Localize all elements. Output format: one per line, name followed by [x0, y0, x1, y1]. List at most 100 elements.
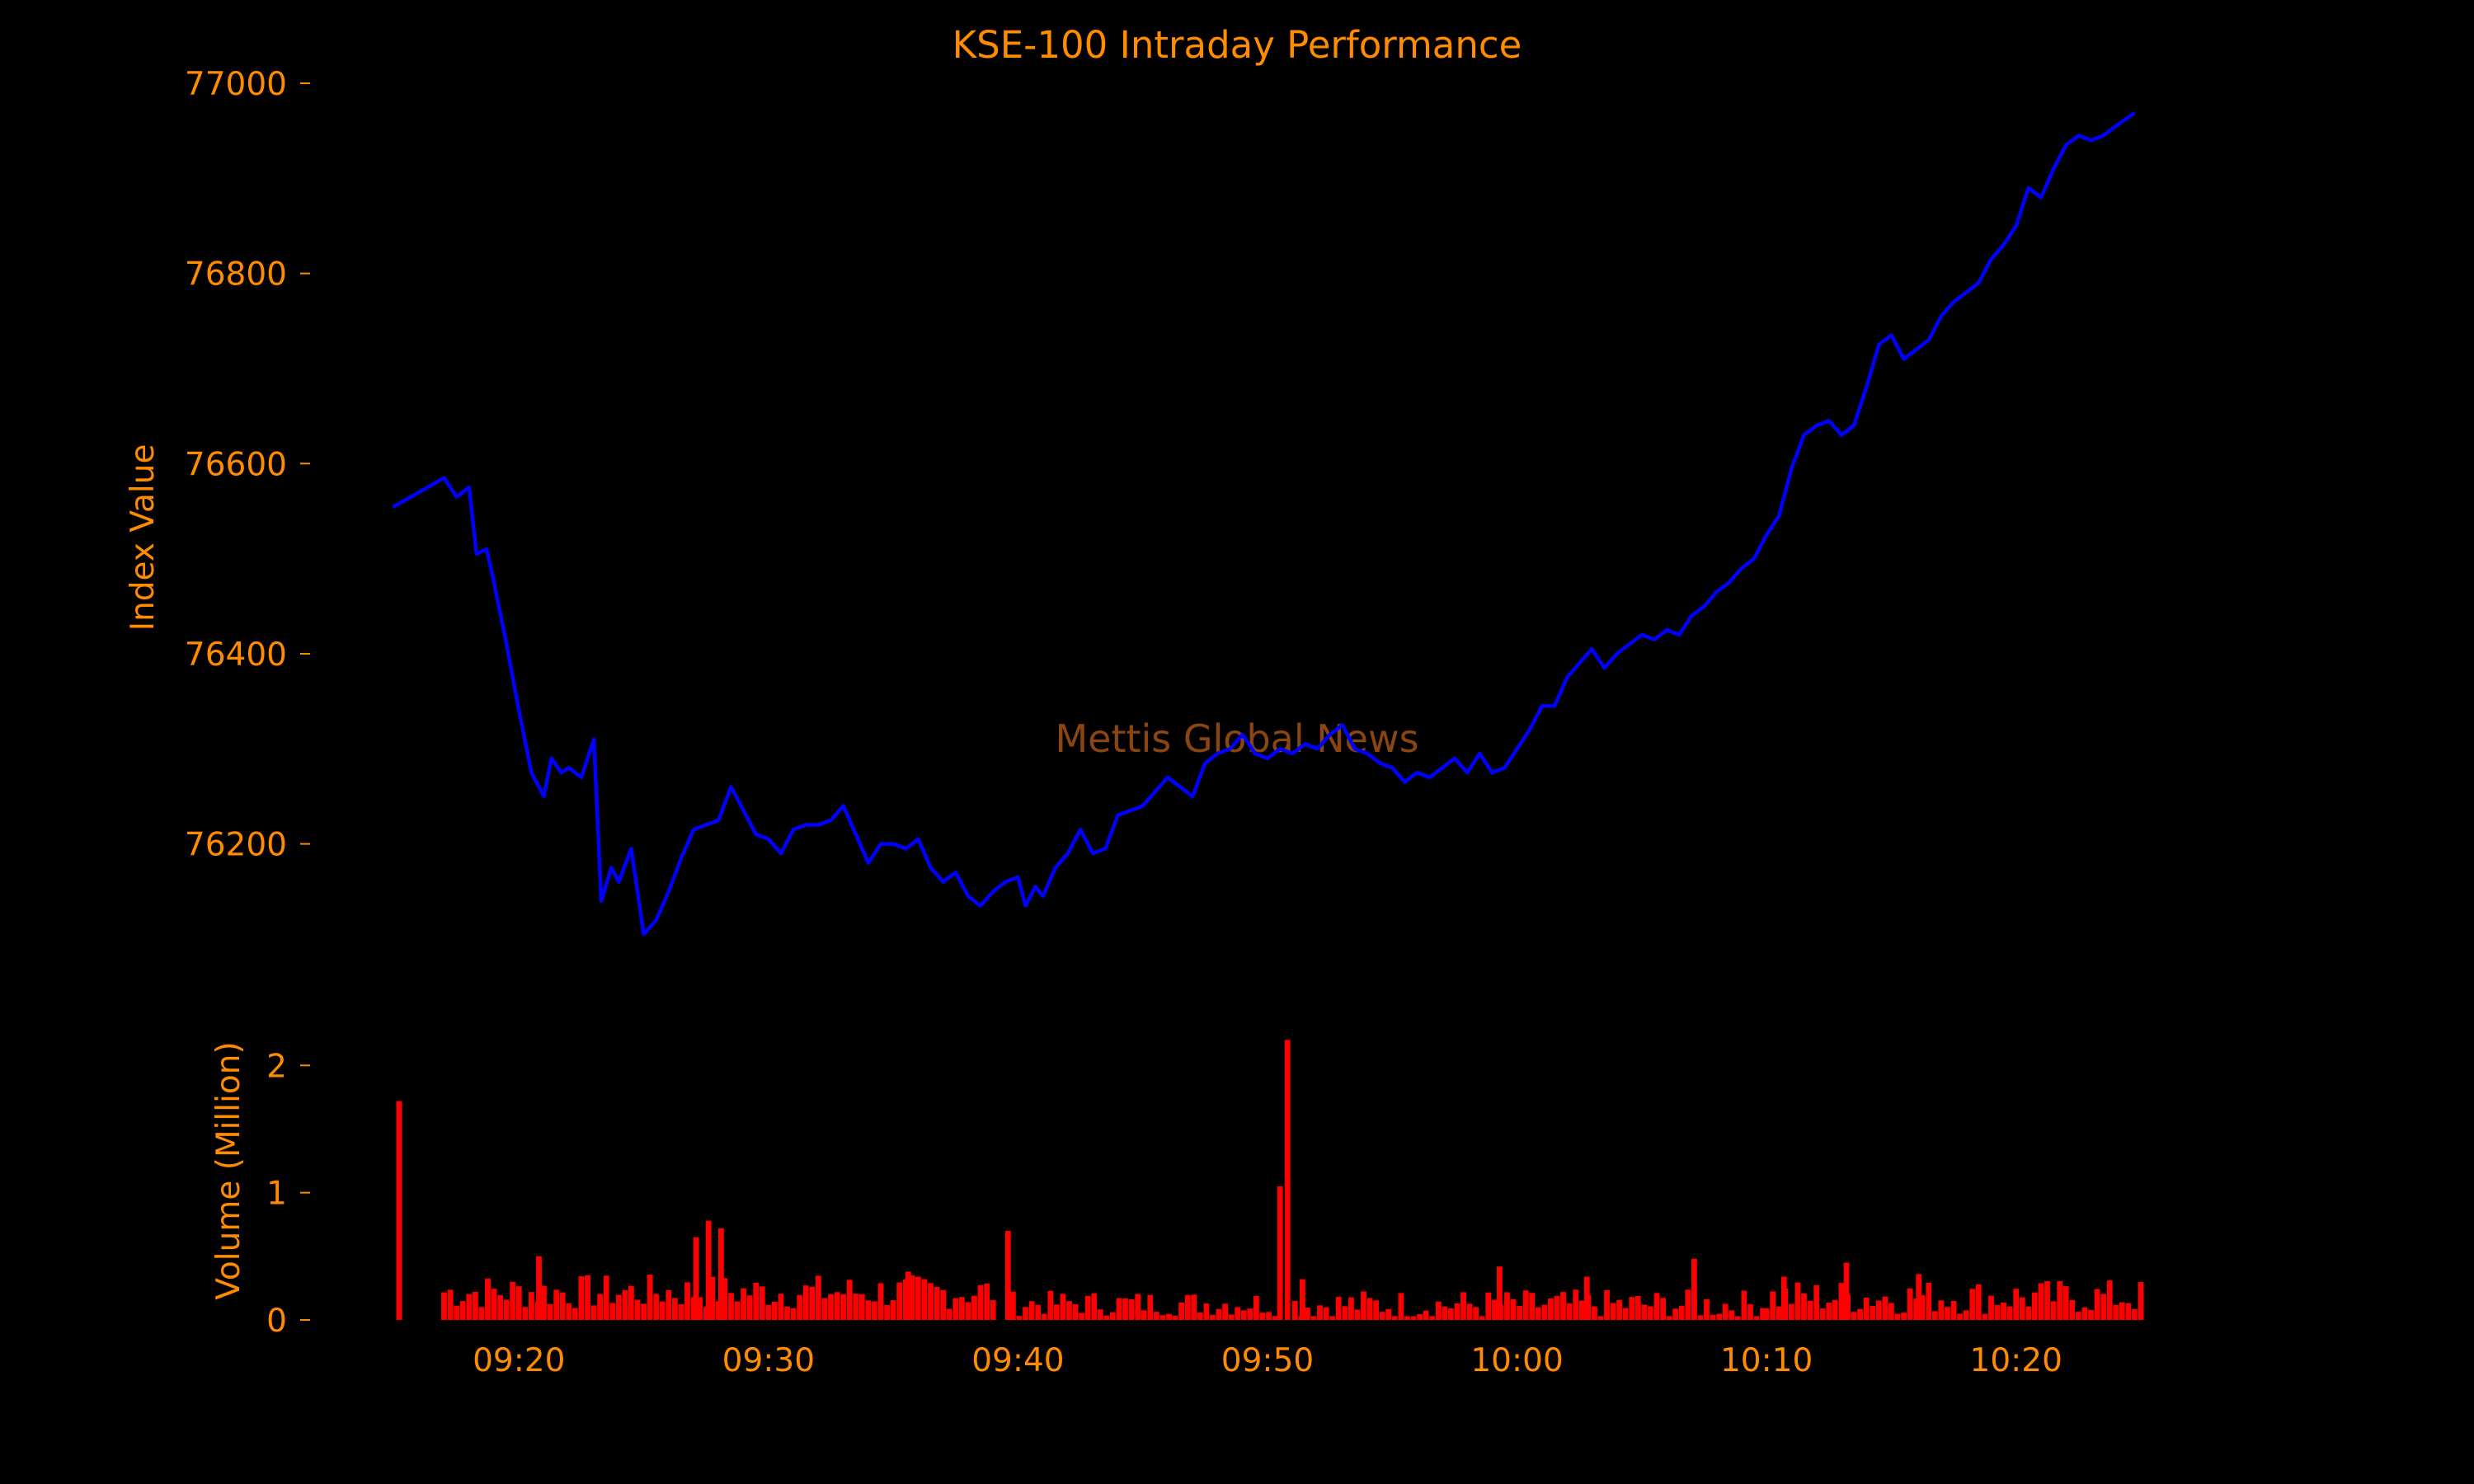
volume-bar	[772, 1302, 778, 1320]
volume-bar	[1616, 1299, 1622, 1320]
volume-bar	[454, 1305, 459, 1320]
volume-bar	[1035, 1304, 1041, 1320]
volume-bar-peak	[1004, 1231, 1011, 1320]
volume-bar	[2125, 1303, 2132, 1320]
volume-bar-peak	[1780, 1276, 1787, 1320]
volume-bar	[1901, 1313, 1907, 1320]
volume-bar	[1391, 1316, 1398, 1320]
volume-bar	[1629, 1297, 1635, 1320]
volume-bar	[828, 1294, 834, 1320]
volume-bar	[1191, 1294, 1197, 1320]
volume-bar	[1710, 1314, 1716, 1320]
volume-bar	[1888, 1303, 1894, 1320]
volume-bar	[2062, 1286, 2069, 1320]
volume-bar	[1819, 1308, 1826, 1320]
volume-bar	[2132, 1308, 2138, 1320]
volume-bar	[1041, 1313, 1047, 1320]
volume-bar	[1429, 1316, 1436, 1320]
volume-bar	[1704, 1298, 1710, 1320]
volume-bar	[1079, 1313, 1084, 1320]
volume-bar	[909, 1275, 915, 1320]
volume-bar	[2113, 1304, 2119, 1320]
volume-bar	[541, 1285, 547, 1320]
volume-bar	[778, 1294, 784, 1320]
volume-bar	[1141, 1310, 1147, 1320]
time-tick-label: 09:20	[473, 1342, 565, 1379]
volume-bar	[1379, 1312, 1385, 1320]
volume-bar	[952, 1298, 959, 1320]
time-tick-label: 09:40	[971, 1342, 1064, 1379]
volume-bar	[1597, 1316, 1604, 1320]
volume-bar	[1776, 1306, 1782, 1320]
volume-bar	[1722, 1303, 1729, 1320]
volume-bar	[684, 1282, 690, 1320]
volume-bar	[1789, 1303, 1794, 1320]
volume-bar	[547, 1303, 553, 1320]
volume-bar	[2032, 1292, 2038, 1320]
price-tick-label: 77000	[185, 66, 287, 103]
volume-bar	[478, 1307, 485, 1320]
volume-bar	[1945, 1307, 1950, 1320]
volume-bar	[697, 1297, 703, 1320]
volume-bar-peak	[1916, 1274, 1922, 1320]
volume-bar	[1932, 1311, 1938, 1320]
volume-bar	[1291, 1300, 1298, 1320]
volume-bar	[1247, 1308, 1253, 1320]
volume-bar	[877, 1283, 884, 1320]
volume-bar	[2006, 1306, 2013, 1320]
volume-bar	[1023, 1307, 1028, 1320]
volume-bar	[2019, 1297, 2025, 1320]
volume-bar	[1770, 1291, 1776, 1320]
volume-bar	[921, 1279, 928, 1320]
volume-bar	[846, 1280, 853, 1320]
volume-bar-peak	[1277, 1186, 1283, 1320]
volume-bar	[1253, 1296, 1259, 1320]
price-axis-title: Index Value	[125, 444, 162, 632]
volume-bar	[2025, 1306, 2032, 1320]
volume-bar	[1203, 1303, 1210, 1320]
volume-bar	[741, 1288, 746, 1320]
volume-tick-label: 0	[266, 1303, 287, 1340]
volume-bar	[784, 1306, 790, 1320]
volume-bar	[821, 1298, 828, 1320]
volume-bar	[1305, 1308, 1310, 1320]
volume-bar	[647, 1275, 653, 1320]
volume-bar	[1028, 1301, 1035, 1320]
volume-bar	[1801, 1293, 1807, 1320]
volume-bar	[1103, 1315, 1110, 1320]
volume-bar	[1838, 1283, 1845, 1320]
volume-bar	[510, 1281, 516, 1320]
volume-bar	[896, 1282, 903, 1320]
volume-bar	[1348, 1297, 1354, 1320]
volume-bar	[734, 1301, 741, 1320]
volume-bar	[728, 1293, 734, 1320]
volume-bar	[1919, 1294, 1926, 1320]
volume-bar	[1660, 1298, 1666, 1320]
volume-bar	[1938, 1300, 1945, 1320]
volume-bar	[1110, 1312, 1116, 1320]
volume-bar	[1857, 1308, 1863, 1320]
volume-bar	[666, 1290, 672, 1320]
volume-bar-peak	[1497, 1266, 1503, 1320]
volume-bar	[1272, 1316, 1278, 1320]
volume-bar	[1417, 1314, 1423, 1320]
volume-bar	[1222, 1303, 1228, 1320]
volume-bar	[578, 1276, 585, 1320]
volume-bar	[858, 1294, 865, 1320]
volume-bar	[1323, 1307, 1329, 1320]
volume-bar	[797, 1294, 803, 1320]
volume-bar	[1907, 1288, 1913, 1320]
volume-bar	[2076, 1312, 2081, 1320]
volume-bar	[1159, 1315, 1166, 1320]
volume-bar	[946, 1308, 952, 1320]
volume-bar	[447, 1289, 454, 1320]
volume-bar	[865, 1300, 872, 1320]
volume-bar	[1266, 1312, 1272, 1320]
volume-bar	[1794, 1282, 1801, 1320]
volume-bar	[529, 1292, 534, 1320]
volume-bar	[1116, 1298, 1122, 1320]
volume-bar	[1128, 1299, 1135, 1320]
volume-bar	[746, 1295, 753, 1320]
volume-bar	[491, 1289, 497, 1320]
volume-bar	[2119, 1302, 2125, 1320]
